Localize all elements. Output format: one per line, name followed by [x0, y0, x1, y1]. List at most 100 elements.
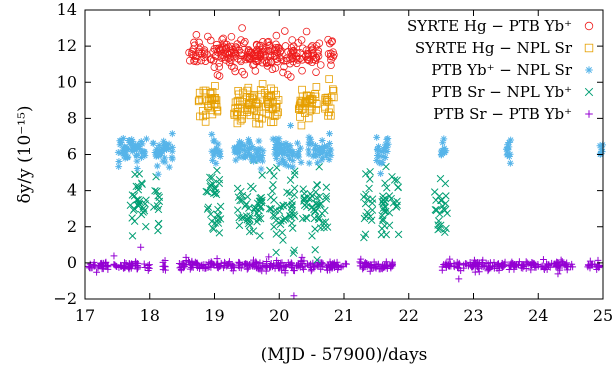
- data-point: [222, 40, 231, 49]
- y-tick-label: 0: [67, 253, 77, 272]
- data-point: [367, 216, 376, 224]
- data-point: [198, 261, 206, 269]
- data-point: [511, 262, 519, 270]
- data-point: [249, 61, 257, 69]
- data-point: [138, 148, 145, 156]
- data-point: [198, 107, 207, 115]
- data-point: [360, 260, 368, 267]
- data-point: [471, 256, 478, 264]
- data-point: [216, 150, 224, 158]
- data-point: [307, 260, 314, 268]
- data-point: [288, 47, 297, 56]
- data-point: [268, 187, 277, 195]
- data-point: [154, 146, 162, 154]
- x-tick-label: 17: [75, 306, 95, 325]
- data-point: [236, 138, 243, 146]
- data-point: [275, 259, 282, 267]
- data-point: [267, 92, 275, 100]
- data-point: [276, 141, 284, 149]
- data-point: [289, 157, 297, 165]
- data-point: [329, 85, 337, 94]
- data-point: [261, 262, 269, 270]
- data-point: [308, 203, 317, 211]
- data-point: [475, 264, 482, 272]
- data-point: [128, 232, 137, 240]
- data-point: [321, 95, 329, 104]
- data-point: [503, 151, 511, 159]
- data-point: [446, 255, 454, 263]
- data-point: [142, 222, 150, 231]
- legend-marker: [584, 21, 594, 31]
- data-point: [378, 148, 386, 155]
- data-point: [378, 159, 386, 166]
- data-point: [131, 141, 139, 149]
- data-point: [239, 88, 247, 97]
- data-point: [186, 265, 194, 273]
- data-point: [327, 111, 335, 120]
- data-point: [252, 40, 261, 49]
- data-point: [232, 43, 240, 51]
- data-point: [281, 161, 289, 169]
- data-point: [292, 54, 301, 63]
- data-point: [272, 216, 280, 225]
- data-point: [201, 57, 210, 65]
- data-point: [507, 136, 515, 144]
- data-point: [188, 261, 196, 269]
- data-point: [256, 86, 265, 94]
- data-point: [206, 182, 215, 191]
- data-point: [266, 47, 274, 55]
- data-point: [292, 52, 300, 60]
- data-point: [233, 206, 242, 214]
- data-point: [305, 159, 313, 167]
- data-point: [598, 145, 606, 153]
- data-point: [540, 256, 547, 263]
- data-point: [156, 149, 164, 156]
- data-point: [213, 144, 220, 152]
- data-point: [287, 44, 296, 52]
- y-tick-label: 10: [57, 72, 77, 91]
- data-point: [297, 36, 306, 44]
- data-point: [152, 152, 160, 160]
- y-tick-label: 4: [67, 181, 77, 200]
- data-point: [204, 188, 212, 196]
- data-point: [381, 179, 389, 187]
- data-point: [325, 156, 333, 164]
- data-point: [245, 217, 253, 225]
- data-point: [151, 186, 159, 195]
- data-point: [227, 261, 235, 269]
- data-point: [116, 141, 124, 149]
- data-point: [222, 56, 230, 64]
- data-point: [238, 67, 246, 76]
- data-point: [290, 170, 299, 179]
- data-point: [240, 70, 249, 79]
- data-point: [313, 256, 321, 264]
- data-point: [215, 63, 224, 71]
- data-point: [140, 260, 148, 268]
- data-point: [438, 202, 447, 210]
- data-point: [314, 159, 322, 167]
- data-point: [201, 118, 210, 126]
- data-point: [256, 231, 264, 240]
- data-point: [230, 264, 238, 271]
- data-point: [216, 262, 224, 270]
- data-point: [189, 260, 197, 268]
- data-point: [270, 196, 278, 204]
- data-point: [372, 261, 380, 268]
- data-point: [324, 35, 332, 44]
- data-point: [313, 181, 322, 190]
- data-point: [86, 260, 94, 268]
- data-point: [265, 204, 274, 213]
- data-point: [504, 141, 511, 149]
- data-point: [383, 135, 391, 143]
- data-point: [334, 262, 342, 269]
- data-point: [381, 144, 389, 151]
- data-point: [154, 170, 162, 178]
- data-point: [366, 175, 374, 183]
- data-point: [305, 195, 313, 203]
- data-point: [319, 218, 327, 227]
- data-point: [382, 207, 390, 216]
- data-point: [387, 194, 395, 203]
- data-point: [123, 154, 131, 162]
- data-point: [290, 246, 299, 254]
- data-point: [96, 262, 104, 270]
